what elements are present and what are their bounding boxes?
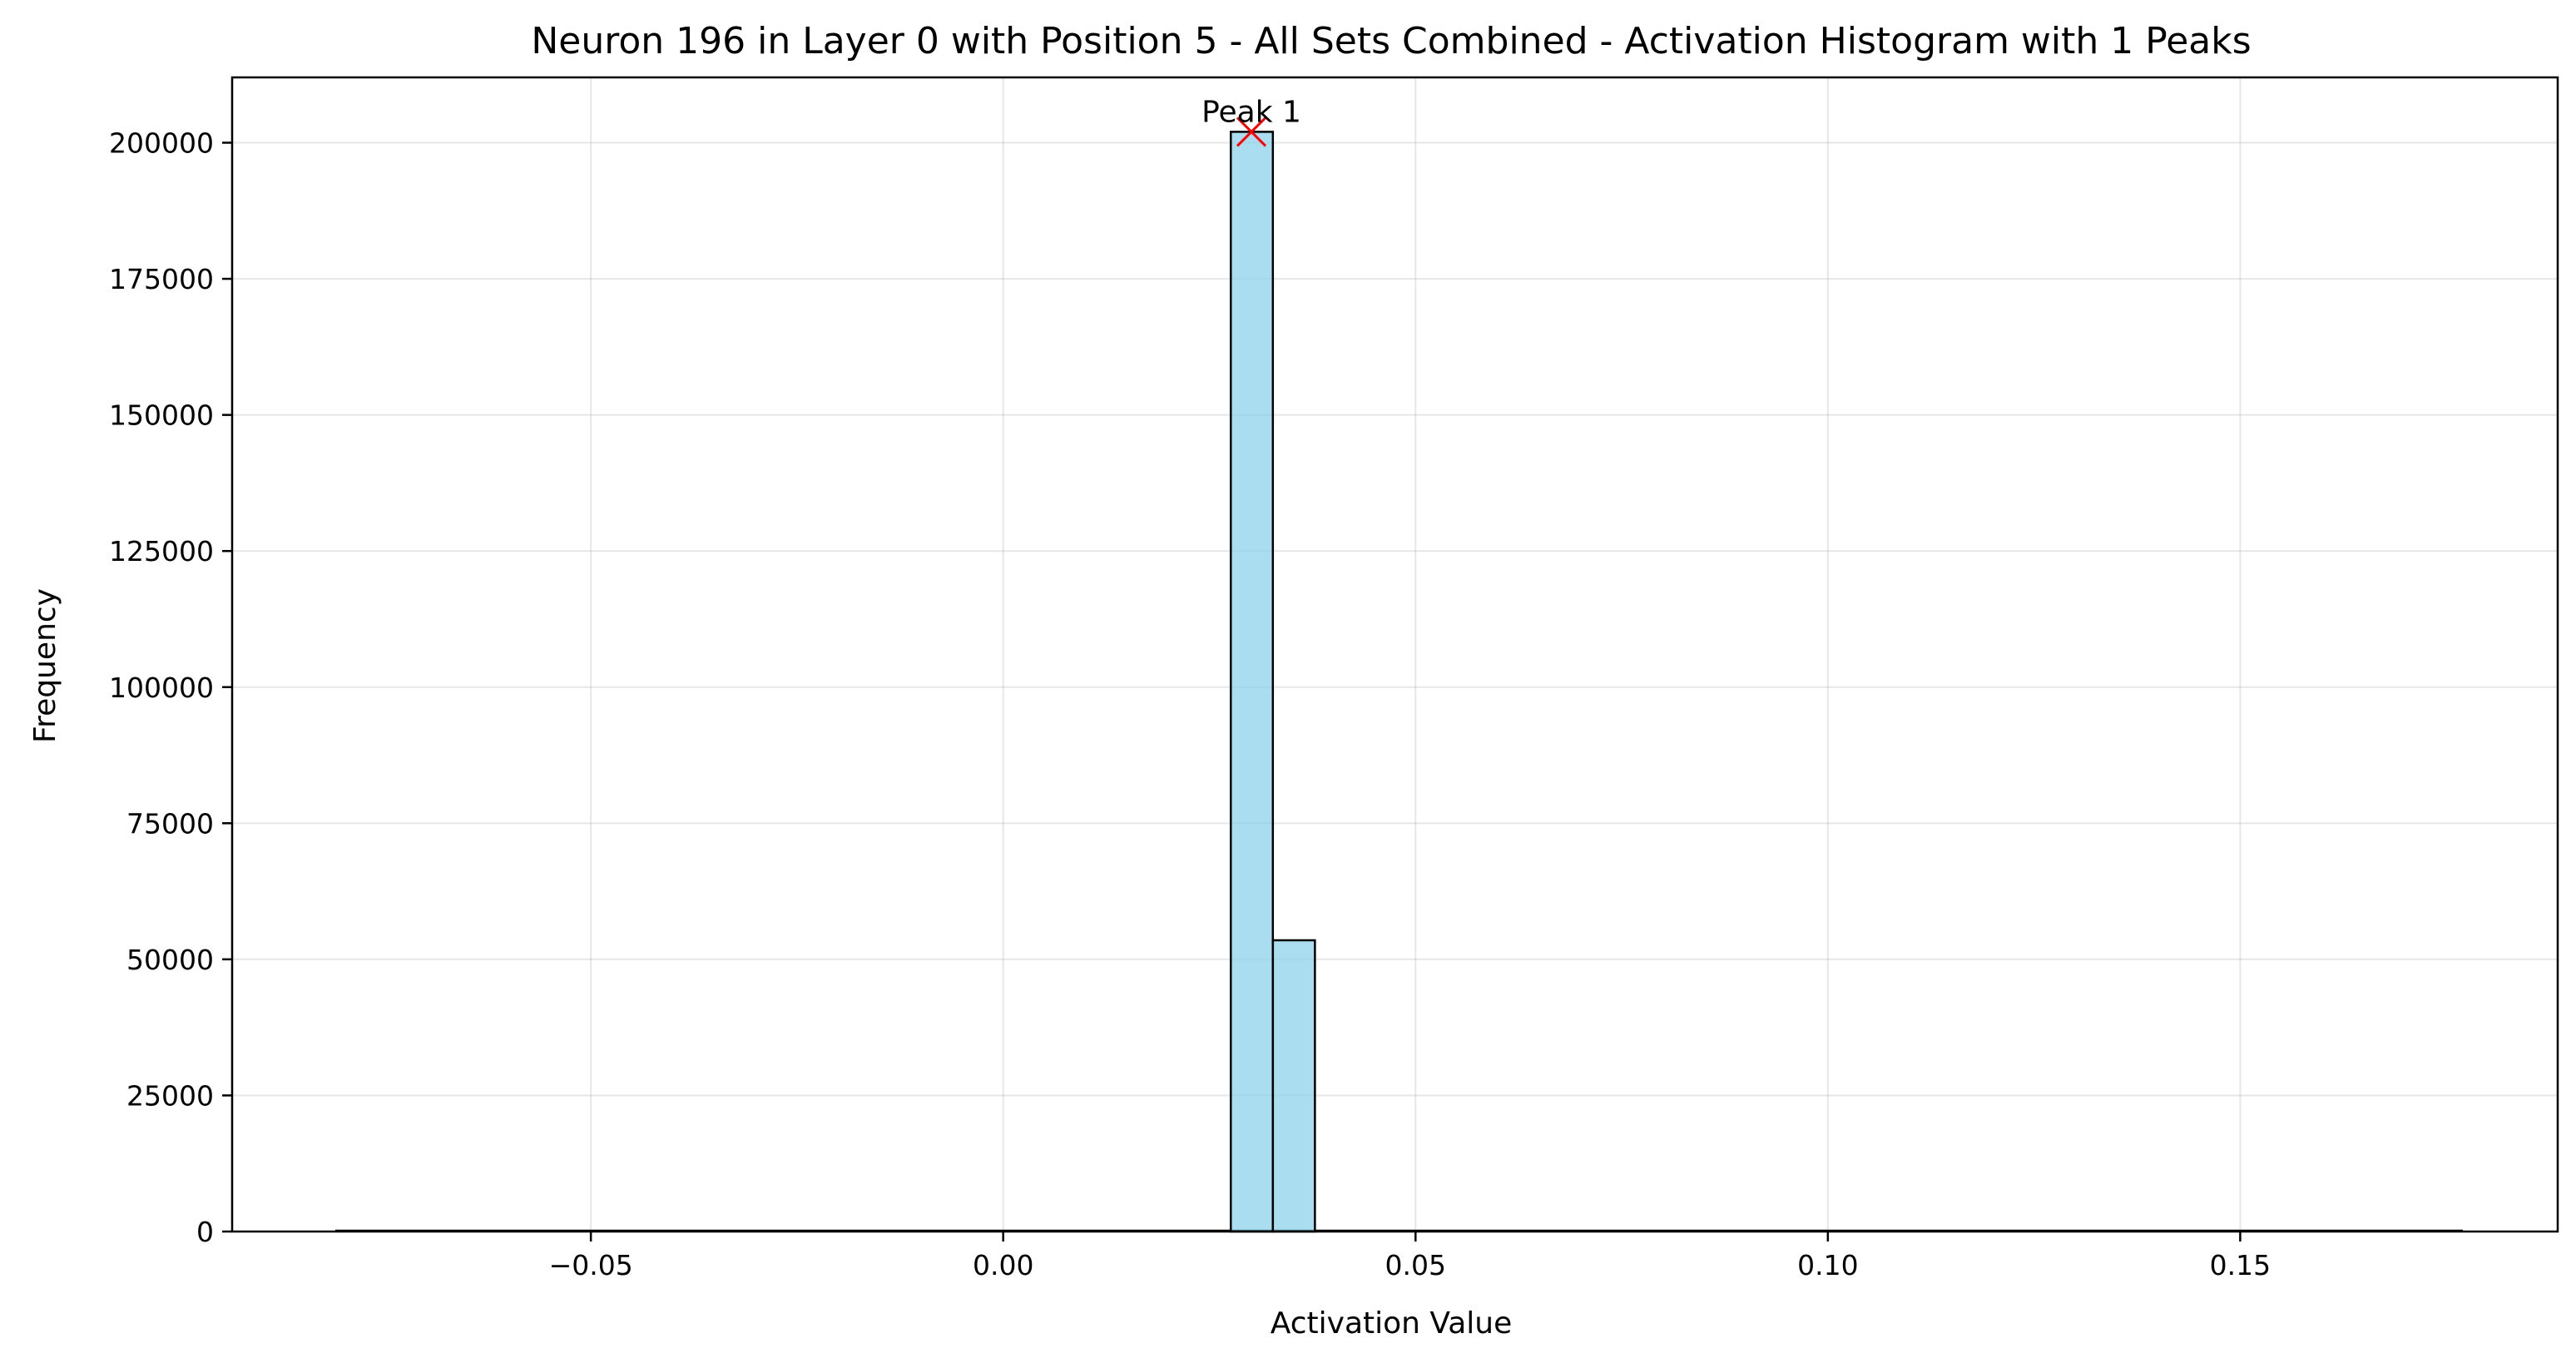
y-tick-label-8: 200000 (109, 127, 214, 160)
y-tick-label-3: 75000 (126, 807, 214, 840)
y-tick-label-2: 50000 (126, 944, 214, 976)
y-tick-label-4: 100000 (109, 672, 214, 704)
peak-marker-0 (1236, 116, 1267, 147)
y-tick-label-6: 150000 (109, 399, 214, 432)
x-tick-label-4: 0.15 (2210, 1249, 2271, 1281)
x-tick-label-2: 0.05 (1385, 1249, 1446, 1281)
y-tick-label-0: 0 (196, 1216, 214, 1248)
chart-title: Neuron 196 in Layer 0 with Position 5 - … (531, 20, 2251, 62)
y-axis-ticks: 0 25000 50000 75000 100000 125000 150000 175000… (109, 127, 232, 1248)
y-tick-label-7: 175000 (109, 263, 214, 295)
peak-label-0: Peak 1 (1201, 95, 1301, 129)
y-tick-label-1: 25000 (126, 1079, 214, 1112)
x-axis-ticks: −0.05 0.00 0.05 0.10 0.15 (549, 1232, 2271, 1281)
x-tick-label-0: −0.05 (549, 1249, 633, 1281)
plot-frame (230, 76, 2559, 1233)
y-tick-label-5: 125000 (109, 535, 214, 568)
grid-lines (232, 77, 2558, 1232)
histogram-bar-0 (1230, 131, 1275, 1233)
x-tick-label-1: 0.00 (973, 1249, 1033, 1281)
y-axis-label: Frequency (28, 588, 62, 743)
peak-annotations: Peak 1 (1201, 95, 1301, 147)
x-tick-label-3: 0.10 (1797, 1249, 1858, 1281)
histogram-bar-1 (1271, 939, 1316, 1233)
peak-marker-stroke-b-0 (1236, 116, 1267, 147)
x-axis-label: Activation Value (1271, 1306, 1513, 1341)
axes (230, 76, 2559, 1233)
histogram-bars (334, 131, 2464, 1233)
